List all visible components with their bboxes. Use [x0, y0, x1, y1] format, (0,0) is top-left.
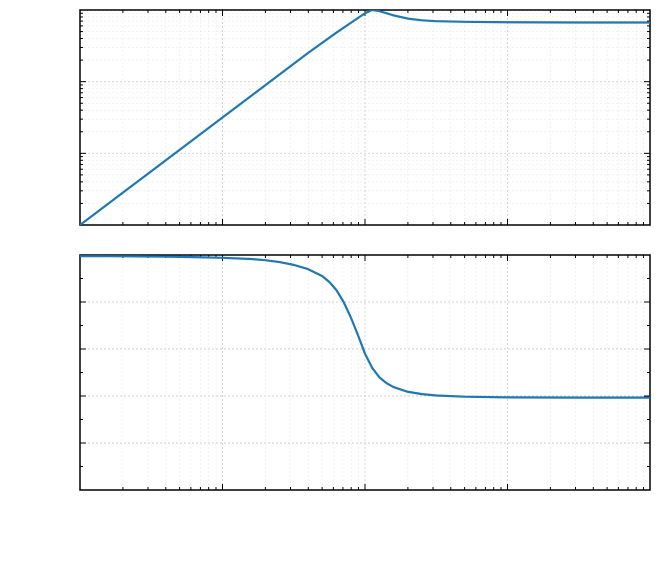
magnitude-panel — [80, 10, 650, 225]
bode-plot-container — [0, 0, 667, 571]
phase-panel — [80, 255, 650, 490]
bode-plot-svg — [0, 0, 667, 571]
